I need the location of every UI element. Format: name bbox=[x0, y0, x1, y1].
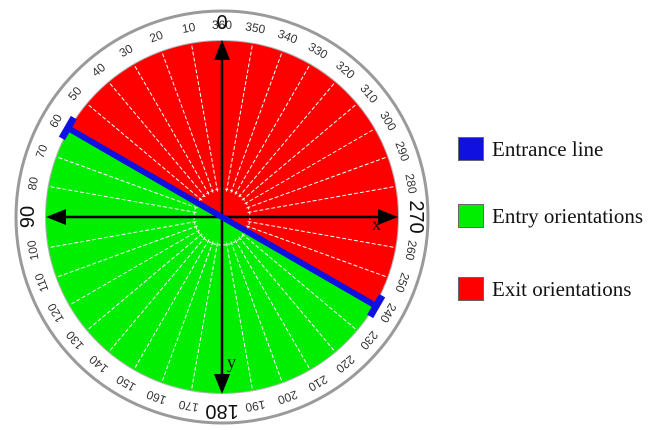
degree-label: 110 bbox=[32, 271, 52, 294]
legend-label-entrance-line: Entrance line bbox=[492, 136, 604, 161]
dashed-spoke bbox=[230, 241, 282, 381]
degree-label: 360 bbox=[212, 18, 232, 32]
cardinal-label: 270 bbox=[405, 200, 427, 233]
dashed-spoke bbox=[191, 45, 218, 192]
legend-label-exit-orientations: Exit orientations bbox=[492, 276, 632, 301]
degree-label: 200 bbox=[276, 387, 300, 407]
dashed-spoke bbox=[244, 129, 373, 205]
dashed-spoke bbox=[50, 221, 197, 248]
degree-label: 100 bbox=[24, 239, 41, 261]
dashed-spoke bbox=[109, 236, 206, 351]
degree-label: 160 bbox=[144, 387, 168, 407]
dashed-spoke bbox=[241, 233, 356, 330]
degree-label: 340 bbox=[276, 27, 300, 47]
dashed-spoke bbox=[191, 242, 218, 389]
degree-label: 30 bbox=[117, 41, 136, 60]
entry-orientations-region bbox=[46, 129, 375, 393]
dashed-spoke bbox=[238, 236, 335, 351]
y-axis-label: y bbox=[227, 352, 236, 372]
legend-item-exit-orientations: Exit orientations bbox=[458, 274, 631, 304]
axis-arrowhead bbox=[378, 209, 398, 225]
exit-orientations-region bbox=[69, 41, 398, 306]
legend-swatch-entrance-line bbox=[458, 137, 484, 161]
orientation-dial: x y 102030405060708010011012013014015016… bbox=[14, 9, 430, 425]
axis-arrowhead bbox=[46, 209, 66, 225]
degree-label: 280 bbox=[402, 173, 419, 195]
cardinal-labels: 0 90 180 270 bbox=[17, 12, 427, 422]
degree-label: 170 bbox=[177, 397, 199, 414]
dashed-spoke bbox=[247, 221, 394, 248]
entrance-line-cap bbox=[58, 115, 77, 141]
dashed-spoke bbox=[226, 242, 253, 389]
dashed-spoke bbox=[88, 233, 203, 330]
dashed-spoke bbox=[109, 83, 206, 198]
degree-label: 290 bbox=[392, 140, 412, 164]
dashed-spoke bbox=[234, 239, 310, 368]
entrance-line bbox=[66, 125, 378, 309]
axis-arrowhead bbox=[214, 40, 230, 60]
legend-item-entry-orientations: Entry orientations bbox=[458, 201, 643, 231]
dashed-spoke bbox=[134, 239, 210, 368]
degree-label: 250 bbox=[392, 271, 412, 295]
cardinal-label: 0 bbox=[216, 12, 227, 34]
legend-item-entrance-line: Entrance line bbox=[458, 134, 603, 164]
dashed-spoke bbox=[241, 104, 356, 201]
degree-label: 70 bbox=[33, 142, 51, 160]
dashed-spoke bbox=[246, 157, 386, 209]
legend-label-entry-orientations: Entry orientations bbox=[492, 203, 644, 228]
axis-arrowhead bbox=[214, 374, 230, 394]
degree-label: 20 bbox=[148, 28, 166, 46]
dashed-spoke bbox=[162, 53, 214, 193]
dashed-spoke bbox=[88, 104, 203, 201]
dashed-spoke bbox=[71, 229, 200, 305]
entrance-line-cap bbox=[367, 293, 386, 319]
dashed-spoke bbox=[230, 53, 282, 193]
dashed-spoke bbox=[134, 66, 210, 195]
x-axis-label: x bbox=[372, 214, 381, 234]
dashed-spoke bbox=[247, 186, 394, 213]
degree-label: 10 bbox=[181, 20, 197, 36]
cardinal-label: 90 bbox=[17, 206, 39, 228]
degree-label: 350 bbox=[244, 19, 266, 36]
dashed-spoke bbox=[58, 225, 198, 277]
cardinal-label: 180 bbox=[205, 400, 238, 422]
degree-label: 60 bbox=[46, 111, 65, 130]
dashed-spoke bbox=[234, 66, 310, 195]
dashed-spoke bbox=[58, 157, 198, 209]
dashed-spoke bbox=[162, 241, 214, 381]
legend-swatch-exit-orientations bbox=[458, 277, 484, 301]
degree-label: 260 bbox=[402, 239, 419, 261]
dashed-spoke bbox=[226, 45, 253, 192]
dashed-spoke bbox=[50, 186, 197, 213]
dashed-spoke bbox=[238, 83, 335, 198]
dashed-spoke bbox=[246, 225, 386, 277]
legend-swatch-entry-orientations bbox=[458, 204, 484, 228]
degree-label: 190 bbox=[244, 397, 266, 414]
degree-label: 80 bbox=[25, 176, 41, 192]
